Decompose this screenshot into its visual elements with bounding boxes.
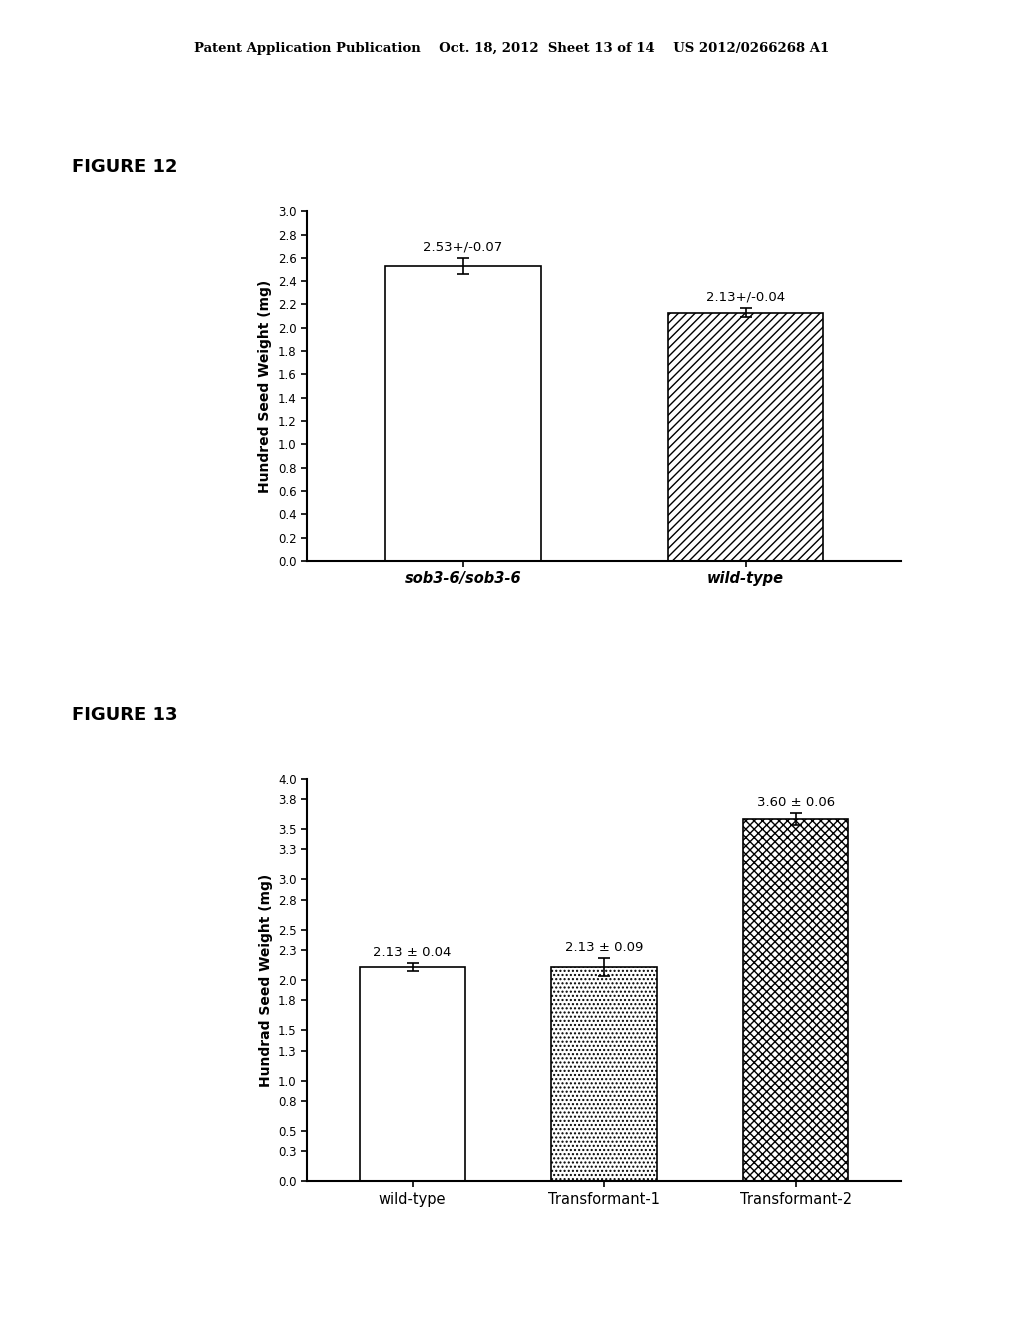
Bar xyxy=(743,818,849,1181)
Text: 3.60 ± 0.06: 3.60 ± 0.06 xyxy=(757,796,835,809)
Text: FIGURE 13: FIGURE 13 xyxy=(72,706,177,725)
Bar xyxy=(668,313,823,561)
Text: 2.13+/-0.04: 2.13+/-0.04 xyxy=(706,290,785,304)
Text: 2.53+/-0.07: 2.53+/-0.07 xyxy=(423,240,503,253)
Bar xyxy=(552,968,656,1181)
Text: Patent Application Publication    Oct. 18, 2012  Sheet 13 of 14    US 2012/02662: Patent Application Publication Oct. 18, … xyxy=(195,42,829,55)
Text: FIGURE 12: FIGURE 12 xyxy=(72,158,177,177)
Bar xyxy=(385,267,541,561)
Text: 2.13 ± 0.04: 2.13 ± 0.04 xyxy=(374,946,452,958)
Y-axis label: Hundrad Seed Weight (mg): Hundrad Seed Weight (mg) xyxy=(259,874,272,1086)
Bar xyxy=(359,968,465,1181)
Y-axis label: Hundred Seed Weight (mg): Hundred Seed Weight (mg) xyxy=(258,280,272,492)
Text: 2.13 ± 0.09: 2.13 ± 0.09 xyxy=(565,941,643,954)
